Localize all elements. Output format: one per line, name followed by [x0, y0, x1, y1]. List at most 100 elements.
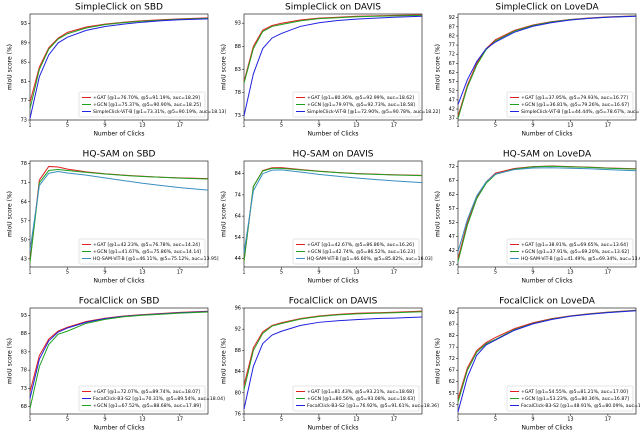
- x-tick-label: 1: [456, 123, 459, 129]
- x-tick-label: 9: [317, 270, 320, 276]
- x-tick-label: 1: [28, 123, 31, 129]
- x-axis-label: Number of Clicks: [93, 425, 144, 432]
- legend-entry: +GAT [@1=42.23%, @5=76.78%, auc=14.24]: [93, 242, 200, 248]
- series-line: [29, 310, 209, 392]
- y-tick-label: 89: [21, 40, 27, 46]
- x-tick-label: 1: [456, 417, 459, 423]
- legend-entry: SimpleClick-ViT-B [@1=73.31%, @5=90.19%,…: [93, 109, 226, 115]
- y-tick-label: 42: [449, 107, 455, 113]
- series-line: [243, 14, 423, 84]
- y-tick-label: 52: [449, 88, 455, 94]
- chart-title: SimpleClick on DAVIS: [285, 3, 381, 13]
- legend-entry: SimpleClick-ViT-B [@1=44.44%, @5=78.67%,…: [521, 109, 640, 115]
- legend-entry: +GCN [@1=80.56%, @5=93.08%, auc=18.63]: [307, 396, 415, 402]
- y-axis-label: mIoU score (%): [221, 44, 228, 90]
- y-tick-label: 62: [449, 70, 455, 76]
- x-tick-label: 5: [66, 270, 69, 276]
- y-tick-label: 64: [235, 214, 241, 220]
- y-tick-label: 71: [21, 180, 27, 186]
- x-tick-label: 9: [103, 417, 106, 423]
- series-line: [243, 169, 423, 254]
- series-line: [29, 171, 209, 251]
- x-axis-label: Number of Clicks: [93, 131, 144, 138]
- legend-box: [506, 91, 634, 118]
- y-tick-label: 92: [449, 310, 455, 316]
- y-tick-label: 73: [21, 118, 27, 124]
- y-axis-label: mIoU score (%): [7, 44, 14, 90]
- series-line: [243, 15, 423, 116]
- x-tick-label: 5: [280, 417, 283, 423]
- y-tick-label: 85: [21, 60, 27, 66]
- y-tick-label: 78: [21, 161, 27, 167]
- y-axis-label: mIoU score (%): [7, 338, 14, 384]
- plot-frame: [243, 307, 423, 415]
- y-tick-label: 57: [449, 391, 455, 397]
- series-line: [243, 316, 423, 410]
- x-tick-label: 5: [66, 123, 69, 129]
- chart-title: HQ-SAM on SBD: [83, 150, 156, 160]
- y-tick-label: 77: [449, 345, 455, 351]
- x-tick-label: 17: [605, 123, 611, 129]
- y-tick-label: 87: [449, 322, 455, 328]
- series-line: [29, 17, 209, 103]
- legend-entry: +GAT [@1=37.95%, @5=79.93%, auc=16.77]: [521, 95, 628, 101]
- y-tick-label: 93: [21, 313, 27, 319]
- chart-title: FocalClick on SBD: [79, 297, 160, 307]
- y-tick-label: 80: [235, 390, 241, 396]
- plot-frame: [29, 160, 209, 268]
- x-tick-label: 5: [494, 123, 497, 129]
- y-tick-label: 47: [449, 97, 455, 103]
- x-tick-label: 17: [177, 123, 183, 129]
- y-tick-label: 68: [21, 404, 27, 410]
- y-axis-label: mIoU score (%): [435, 191, 442, 237]
- y-tick-label: 72: [449, 52, 455, 58]
- series-line: [457, 15, 637, 105]
- y-tick-label: 47: [449, 234, 455, 240]
- y-tick-label: 96: [235, 306, 241, 312]
- x-tick-label: 5: [494, 270, 497, 276]
- x-tick-label: 9: [103, 123, 106, 129]
- legend-entry: +GCN [@1=75.37%, @5=90.90%, auc=18.25]: [93, 102, 201, 108]
- x-tick-label: 1: [456, 270, 459, 276]
- legend-entry: +GAT [@1=80.36%, @5=92.99%, auc=18.62]: [307, 95, 414, 101]
- y-tick-label: 64: [21, 199, 27, 205]
- x-tick-label: 13: [353, 417, 359, 423]
- x-tick-label: 5: [494, 417, 497, 423]
- legend-box: [78, 91, 206, 118]
- y-tick-label: 57: [449, 79, 455, 85]
- y-tick-label: 54: [235, 235, 241, 241]
- legend-entry: HQ-SAM-ViT-B [@1=46.11%, @5=75.12%, auc=…: [93, 256, 219, 262]
- y-tick-label: 83: [21, 349, 27, 355]
- y-axis-label: mIoU score (%): [221, 338, 228, 384]
- x-tick-label: 9: [103, 270, 106, 276]
- y-axis-label: mIoU score (%): [7, 191, 14, 237]
- legend-entry: SimpleClick-ViT-B [@1=72.90%, @5=90.78%,…: [307, 109, 440, 115]
- y-tick-label: 44: [235, 256, 241, 262]
- x-tick-label: 9: [531, 417, 534, 423]
- x-axis-label: Number of Clicks: [521, 278, 572, 285]
- y-tick-label: 92: [449, 15, 455, 21]
- y-tick-label: 50: [21, 237, 27, 243]
- y-tick-label: 93: [21, 21, 27, 27]
- legend-entry: +GCN [@1=41.67%, @5=75.86%, auc=14.14]: [93, 249, 201, 255]
- y-axis-label: mIoU score (%): [435, 338, 442, 384]
- chart-title: HQ-SAM on DAVIS: [293, 150, 374, 160]
- series-line: [457, 310, 637, 413]
- x-tick-label: 9: [317, 417, 320, 423]
- y-tick-label: 82: [449, 333, 455, 339]
- x-axis-label: Number of Clicks: [307, 425, 358, 432]
- y-tick-label: 78: [235, 90, 241, 96]
- legend-entry: +GCN [@1=79.97%, @5=92.73%, auc=18.58]: [307, 102, 415, 108]
- x-tick-label: 13: [567, 417, 573, 423]
- x-tick-label: 17: [391, 123, 397, 129]
- y-tick-label: 76: [235, 412, 241, 418]
- x-tick-label: 1: [28, 417, 31, 423]
- y-tick-label: 42: [449, 248, 455, 254]
- plot-frame: [29, 13, 209, 121]
- series-line: [457, 165, 637, 262]
- y-tick-label: 93: [235, 21, 241, 27]
- x-tick-label: 13: [567, 123, 573, 129]
- x-tick-label: 13: [353, 123, 359, 129]
- y-tick-label: 73: [21, 386, 27, 392]
- legend-entry: +GAT [@1=38.91%, @5=69.65%, auc=13.64]: [521, 242, 628, 248]
